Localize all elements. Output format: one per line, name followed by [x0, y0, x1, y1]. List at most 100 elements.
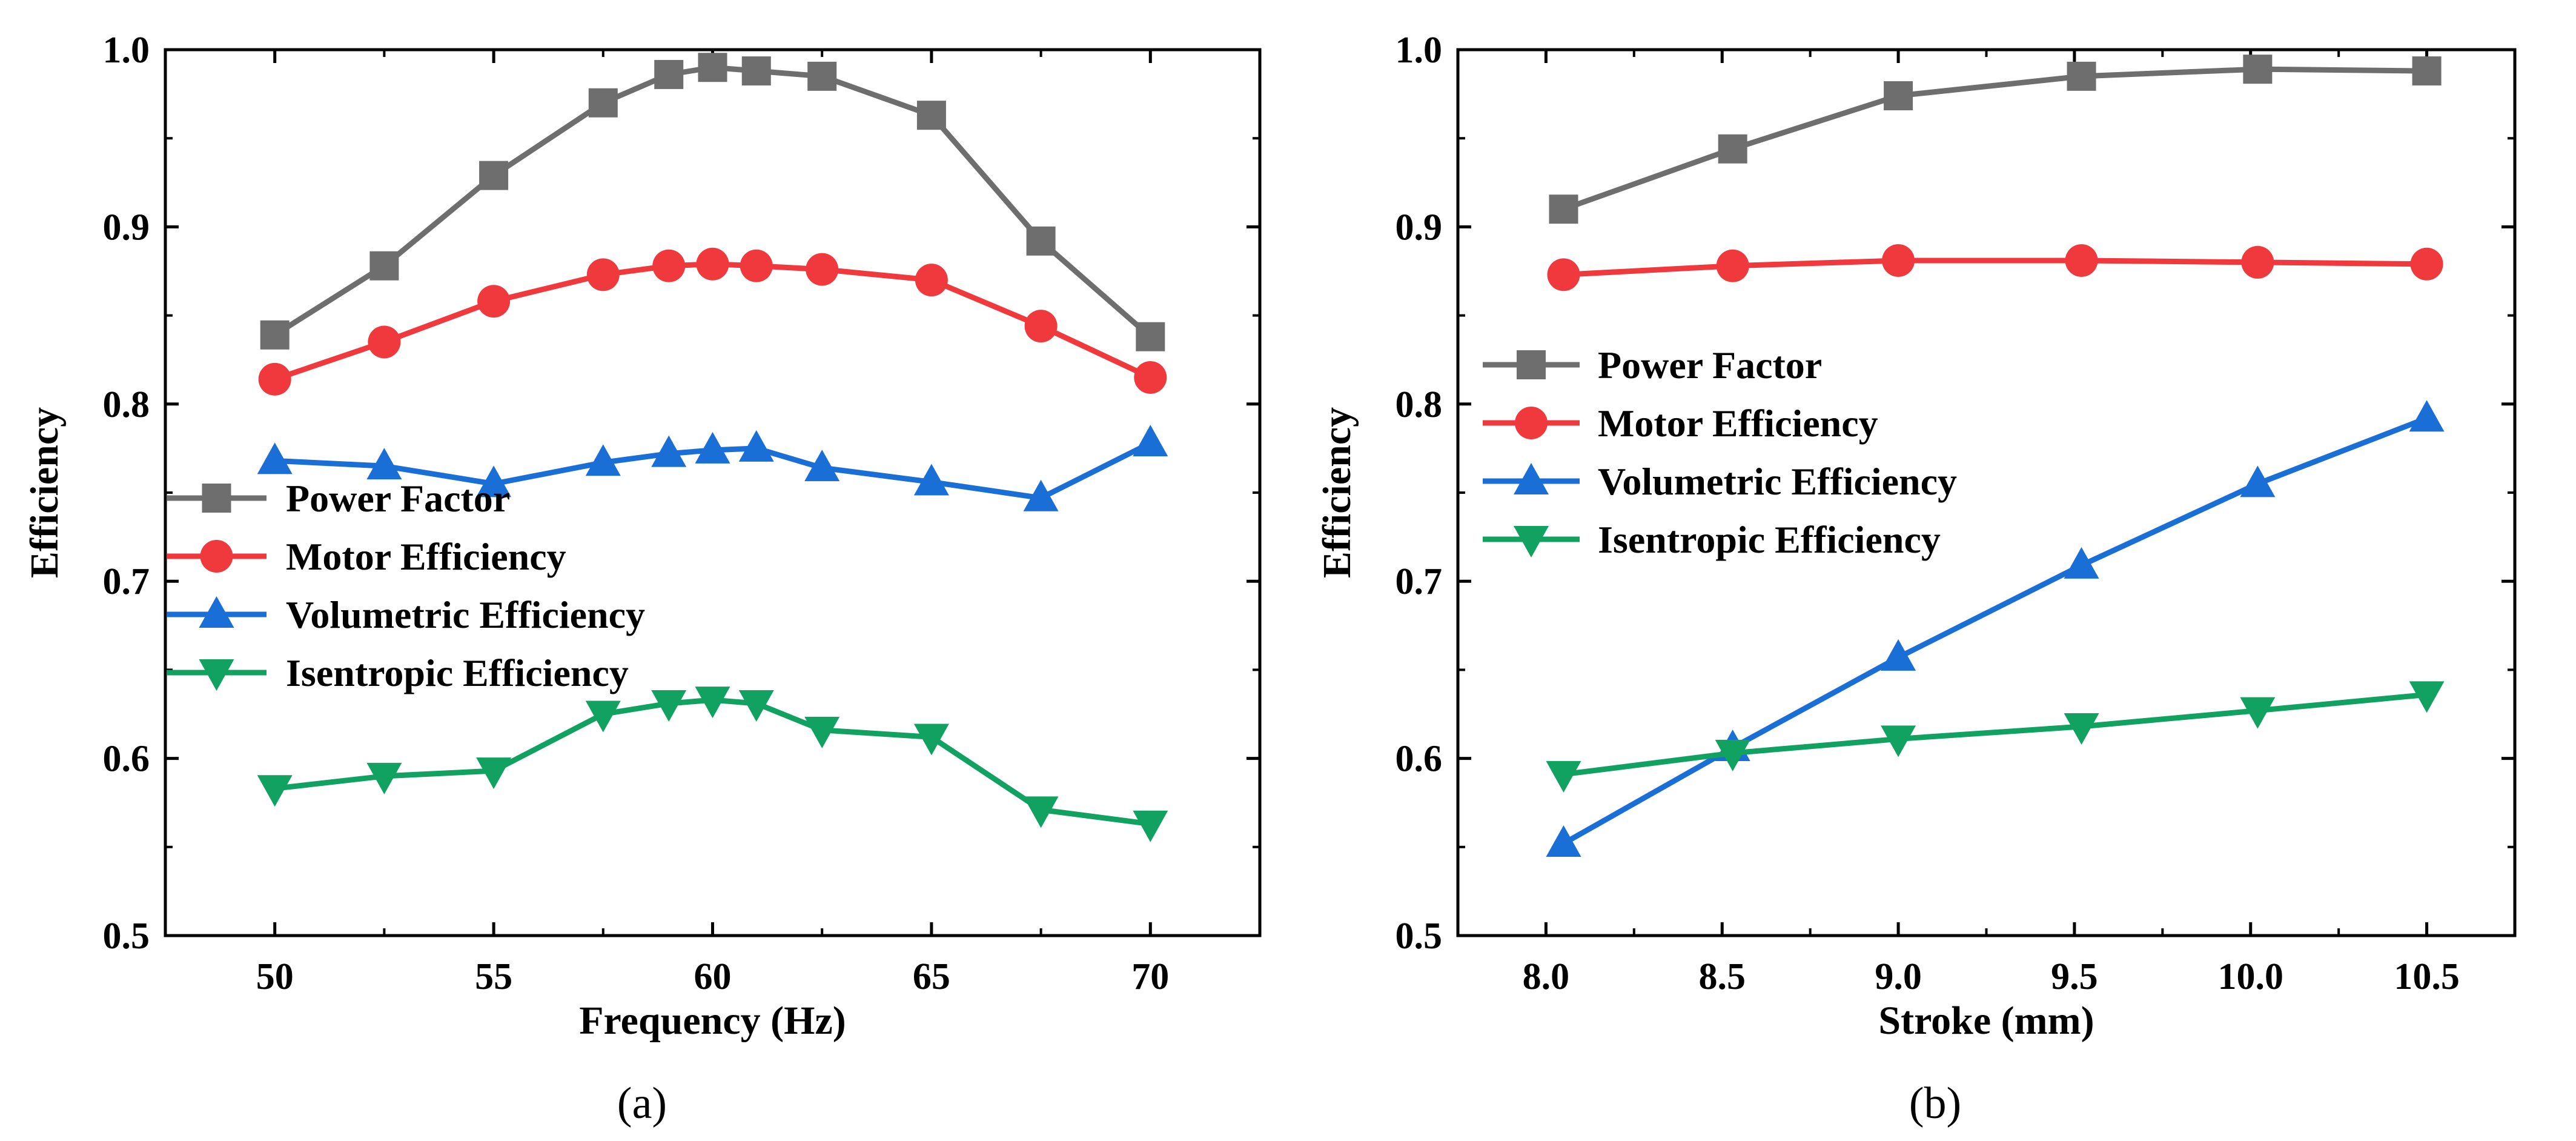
data-point [915, 264, 948, 297]
data-point [738, 690, 774, 722]
data-point [477, 285, 511, 318]
legend-marker [1517, 350, 1546, 379]
data-point [804, 716, 840, 748]
series-line-isentropic-efficiency [274, 697, 1151, 827]
legend-label: Volumetric Efficiency [1598, 460, 1957, 503]
data-point [740, 249, 773, 282]
data-point [257, 775, 293, 807]
data-point [807, 61, 837, 91]
data-point [1549, 195, 1578, 224]
data-point [2240, 697, 2276, 729]
data-point [1133, 810, 1168, 842]
data-point [913, 724, 949, 756]
data-point [1546, 760, 1581, 793]
data-point [1884, 81, 1913, 111]
data-point [916, 101, 946, 130]
legend-marker [200, 540, 233, 573]
data-point [804, 450, 840, 482]
series-isentropic-efficiency [1546, 681, 2445, 793]
y-axis-title: Efficiency [22, 407, 67, 578]
chart-panel-b: 0.5 0.6 0.7 0.8 0.9 1.0 8.0 8.5 9.0 9.5 10.0 10.5 St… [1315, 30, 2517, 1043]
data-point [651, 690, 687, 722]
series-motor-efficiency [258, 247, 1167, 396]
y-axis-title: Efficiency [1315, 407, 1359, 578]
data-point [258, 362, 291, 396]
data-point [652, 249, 686, 282]
y-tick-label: 0.7 [1396, 561, 1443, 602]
series-line-volumetric-efficiency [1562, 415, 2428, 846]
y-tick-label: 1.0 [1396, 30, 1443, 71]
caption-a: (a) [617, 1079, 667, 1128]
x-tick-label: 50 [256, 956, 294, 997]
y-tick-label: 0.8 [1396, 384, 1443, 425]
data-point [696, 247, 729, 281]
chart-panel-a: 0.5 0.6 0.7 0.8 0.9 1.0 50 55 60 65 70 Frequency (H… [22, 30, 1262, 1043]
data-point [738, 430, 774, 462]
data-point [2240, 465, 2276, 497]
data-point [698, 53, 727, 82]
x-tick-label: 70 [1131, 956, 1169, 997]
data-point [2409, 681, 2445, 713]
data-point [369, 251, 399, 281]
legend-marker [1514, 463, 1549, 494]
data-point [2064, 713, 2099, 745]
x-tick-label: 8.0 [1523, 956, 1570, 997]
series-power-factor [260, 53, 1165, 351]
data-point [2243, 55, 2273, 84]
data-point [476, 757, 512, 790]
legend-label: Isentropic Efficiency [1598, 518, 1941, 561]
legend-label: Power Factor [286, 477, 510, 520]
data-point [588, 88, 618, 118]
data-point [1715, 739, 1750, 771]
series-power-factor [1549, 55, 2442, 224]
y-tick-label: 0.8 [103, 384, 150, 425]
data-point [1716, 249, 1749, 282]
legend-label: Isentropic Efficiency [286, 651, 629, 694]
data-point [2410, 247, 2443, 281]
legend: Power Factor Motor Efficiency Volumetric E… [1483, 344, 1957, 561]
data-point [1547, 258, 1580, 291]
data-point [366, 448, 402, 480]
x-axis-title: Stroke (mm) [1878, 999, 2094, 1043]
data-point [2409, 400, 2445, 432]
series-line-motor-efficiency [1563, 258, 2427, 278]
data-point [368, 325, 401, 359]
data-point [1546, 825, 1581, 857]
data-point [2412, 56, 2442, 86]
data-point [654, 59, 684, 89]
series-line-power-factor [1562, 66, 2427, 212]
legend-marker [202, 484, 231, 513]
data-point [806, 253, 839, 286]
data-point [1718, 134, 1747, 164]
data-point [913, 464, 949, 496]
legend-marker [199, 596, 234, 628]
y-tick-label: 0.5 [103, 916, 150, 957]
data-point [2064, 547, 2099, 579]
series-isentropic-efficiency [257, 687, 1168, 842]
data-point [695, 431, 730, 464]
x-tick-label: 60 [694, 956, 732, 997]
x-axis-title: Frequency (Hz) [579, 999, 846, 1043]
legend-label: Volumetric Efficiency [286, 593, 645, 636]
y-tick-label: 1.0 [103, 30, 150, 71]
y-tick-label: 0.5 [1396, 916, 1443, 957]
series-motor-efficiency [1547, 244, 2443, 291]
data-point [1136, 322, 1165, 351]
legend-marker [1514, 526, 1549, 557]
data-point [1881, 725, 1916, 757]
data-point [366, 762, 402, 794]
x-tick-label: 55 [475, 956, 512, 997]
y-tick-label: 0.9 [1396, 207, 1443, 248]
y-tick-label: 0.7 [103, 561, 150, 602]
series-line-isentropic-efficiency [1563, 691, 2428, 777]
caption-b: (b) [1909, 1079, 1961, 1128]
y-tick-label: 0.6 [103, 739, 150, 780]
legend-label: Motor Efficiency [286, 535, 566, 578]
series-line-motor-efficiency [274, 261, 1152, 382]
y-tick-label: 0.6 [1396, 739, 1443, 780]
data-point [1882, 244, 1915, 277]
x-tick-label: 65 [913, 956, 950, 997]
data-point [1134, 361, 1167, 394]
data-point [586, 258, 620, 291]
